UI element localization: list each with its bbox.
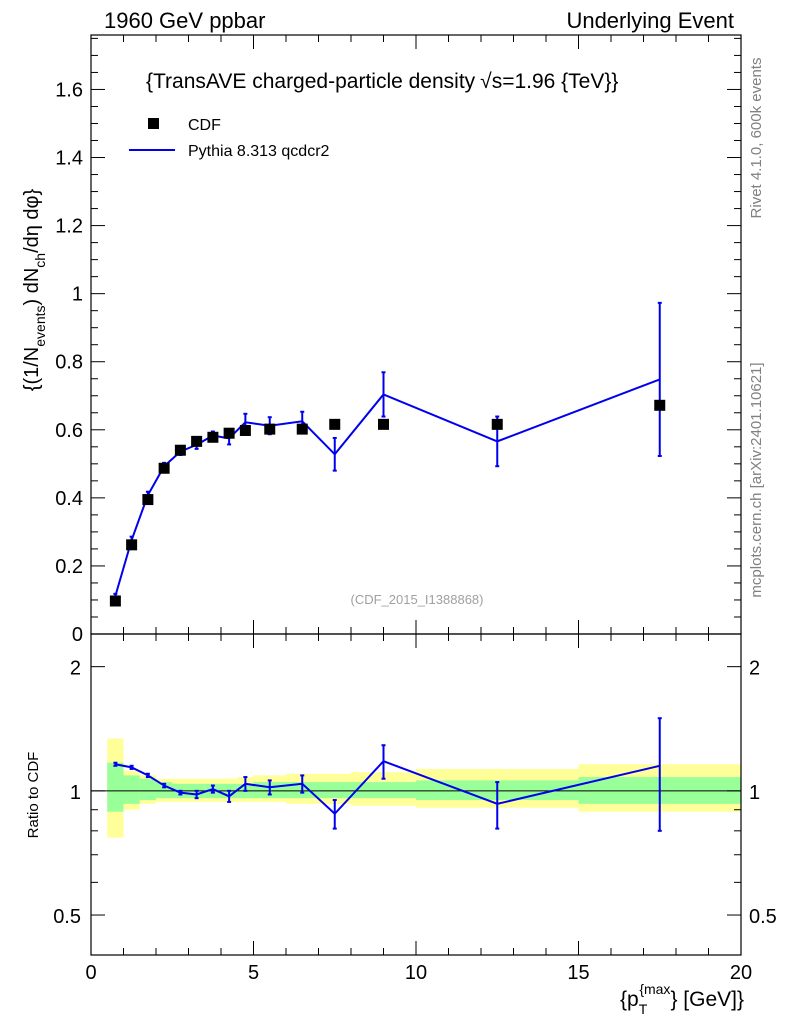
cdf-point (126, 539, 138, 551)
cdf-point (329, 418, 341, 430)
y-tick-label: 0.4 (55, 488, 83, 510)
ratio-y-tick-label-right: 1 (749, 782, 760, 804)
ratio-y-tick-label: 0.5 (53, 906, 81, 928)
cdf-point (378, 418, 389, 430)
main-ylabel-b: ) dN (21, 268, 43, 306)
header-right: Underlying Event (566, 8, 734, 33)
band-inner (351, 782, 416, 799)
header-left: 1960 GeV ppbar (104, 8, 266, 33)
main-ylabel-a: {(1/N (21, 347, 43, 391)
main-ylabel-sub2: ch (32, 253, 48, 268)
cdf-point (142, 494, 154, 506)
y-tick-label: 0.6 (55, 420, 83, 442)
y-tick-label: 0.8 (55, 352, 83, 374)
cdf-point (296, 423, 308, 435)
cdf-point (174, 444, 186, 456)
xlabel: {pT {max} [GeV]} (620, 981, 744, 1017)
mc-line (114, 378, 661, 597)
cdf-point (264, 423, 276, 435)
plot-title-main: {TransAVE charged-particle density (146, 70, 476, 93)
plot-title: {TransAVE charged-particle density √s=1.9… (146, 70, 618, 93)
main-ylabel-c: /dη dφ} (21, 188, 43, 252)
plot-title-sqrt: √s=1.96 {TeV}} (480, 70, 618, 93)
cdf-point (109, 595, 121, 607)
axis-ticks: 0 5 10 15 20 0 0.2 0.4 0.6 0.8 1 1.2 1.4 1.6 0.5 0.5 1 1 2… (53, 35, 777, 984)
xlabel-a: {p (620, 988, 639, 1011)
rivet-label: Rivet 4.1.0, 600k events (748, 58, 765, 219)
xlabel-b: } [GeV]} (670, 988, 744, 1011)
cdf-point (223, 427, 235, 439)
band-inner (139, 778, 156, 801)
ratio-y-tick-label-right: 2 (749, 658, 760, 680)
x-tick-label: 10 (405, 962, 427, 984)
ratio-bands (91, 738, 741, 838)
y-tick-label: 0 (72, 624, 83, 646)
cdf-point (654, 399, 666, 411)
ratio-y-tick-label: 2 (70, 658, 81, 680)
xlabel-sub: T (639, 1001, 648, 1017)
plot-frames (90, 34, 742, 956)
main-ylabel: {(1/Nevents) dNch/dη dφ} (21, 188, 48, 391)
ratio-ylabel: Ratio to CDF (25, 752, 42, 839)
x-tick-label: 5 (248, 962, 259, 984)
y-tick-label: 1.4 (55, 148, 83, 170)
x-tick-label: 0 (85, 962, 96, 984)
data-layer (109, 301, 666, 832)
y-tick-label: 1.2 (55, 216, 83, 238)
y-tick-label: 0.2 (55, 556, 83, 578)
cdf-point (191, 435, 203, 447)
band-inner (123, 775, 140, 804)
band-inner (107, 762, 124, 812)
y-tick-label: 1 (72, 284, 83, 306)
y-tick-label: 1.6 (55, 79, 83, 101)
x-tick-label: 15 (567, 962, 589, 984)
band-inner (156, 782, 173, 799)
analysis-watermark: (CDF_2015_I1388868) (351, 592, 484, 607)
cdf-point (491, 418, 503, 430)
x-tick-label: 20 (730, 962, 752, 984)
legend-pythia-label: Pythia 8.313 qcdcr2 (188, 143, 330, 160)
cdf-point (239, 424, 251, 436)
cdf-point (158, 462, 170, 474)
xlabel-sup: {max (639, 981, 670, 997)
main-ylabel-sub1: events (32, 306, 48, 347)
mcplots-label: mcplots.cern.ch [arXiv:2401.10621] (748, 362, 765, 597)
band-inner (318, 782, 351, 799)
legend-cdf-label: CDF (188, 117, 221, 134)
ratio-y-tick-label-right: 0.5 (749, 906, 777, 928)
legend-cdf-marker (148, 118, 159, 129)
cdf-point (207, 431, 219, 443)
ratio-y-tick-label: 1 (70, 782, 81, 804)
